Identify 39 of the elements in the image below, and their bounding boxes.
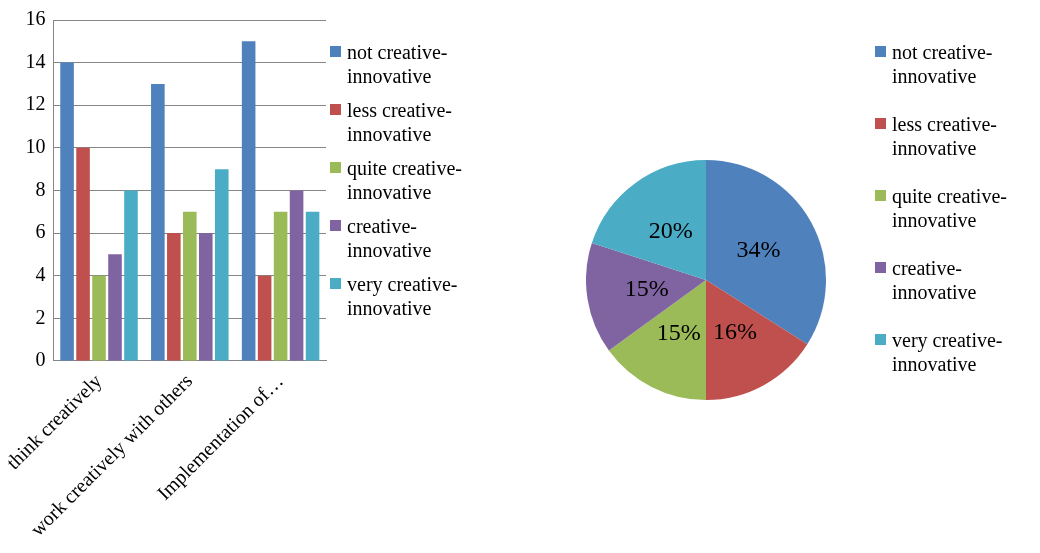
legend-label: quite creative-innovative xyxy=(892,184,1008,232)
y-tick-label: 8 xyxy=(35,177,46,200)
bar xyxy=(305,211,320,361)
legend-label: not creative-innovative xyxy=(347,40,449,88)
bar xyxy=(108,254,122,361)
data-label: 34% xyxy=(736,236,781,263)
bar xyxy=(241,41,256,361)
y-tick-label: 10 xyxy=(25,135,46,158)
legend-label: creative-innovative xyxy=(892,256,978,304)
legend-label: quite creative-innovative xyxy=(347,156,463,204)
bar xyxy=(124,190,138,361)
bar xyxy=(151,83,165,361)
bar xyxy=(60,62,74,361)
y-tick-label: 0 xyxy=(35,348,46,371)
y-tick-label: 4 xyxy=(35,262,46,285)
bar xyxy=(183,211,197,361)
data-label: 15% xyxy=(624,274,669,301)
bar xyxy=(76,147,90,361)
legend-label: creative-innovative xyxy=(347,214,433,262)
bar xyxy=(289,190,304,361)
y-tick-label: 12 xyxy=(25,92,46,115)
y-tick-label: 6 xyxy=(35,220,46,243)
y-tick-label: 2 xyxy=(35,305,46,328)
bar xyxy=(167,233,181,361)
data-label: 16% xyxy=(712,317,757,344)
y-tick-label: 14 xyxy=(25,49,46,72)
legend-label: very creative-innovative xyxy=(347,272,459,320)
data-label: 20% xyxy=(648,216,693,243)
bar xyxy=(214,169,229,361)
bar xyxy=(199,233,213,361)
legend-label: not creative-innovative xyxy=(892,40,994,88)
legend-label: less creative-innovative xyxy=(892,112,998,160)
bar xyxy=(92,275,106,361)
data-label: 15% xyxy=(656,318,701,345)
y-tick-label: 16 xyxy=(25,7,46,30)
legend-label: less creative-innovative xyxy=(347,98,453,146)
legend-label: very creative-innovative xyxy=(892,328,1004,376)
bar xyxy=(273,211,288,361)
bar xyxy=(257,275,272,361)
